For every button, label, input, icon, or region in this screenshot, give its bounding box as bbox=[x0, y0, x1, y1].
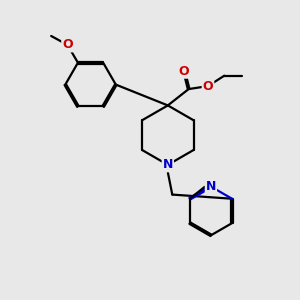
Text: O: O bbox=[202, 80, 213, 93]
Text: O: O bbox=[62, 38, 73, 51]
Text: N: N bbox=[206, 180, 216, 193]
Text: N: N bbox=[163, 158, 173, 171]
Text: O: O bbox=[179, 65, 190, 78]
